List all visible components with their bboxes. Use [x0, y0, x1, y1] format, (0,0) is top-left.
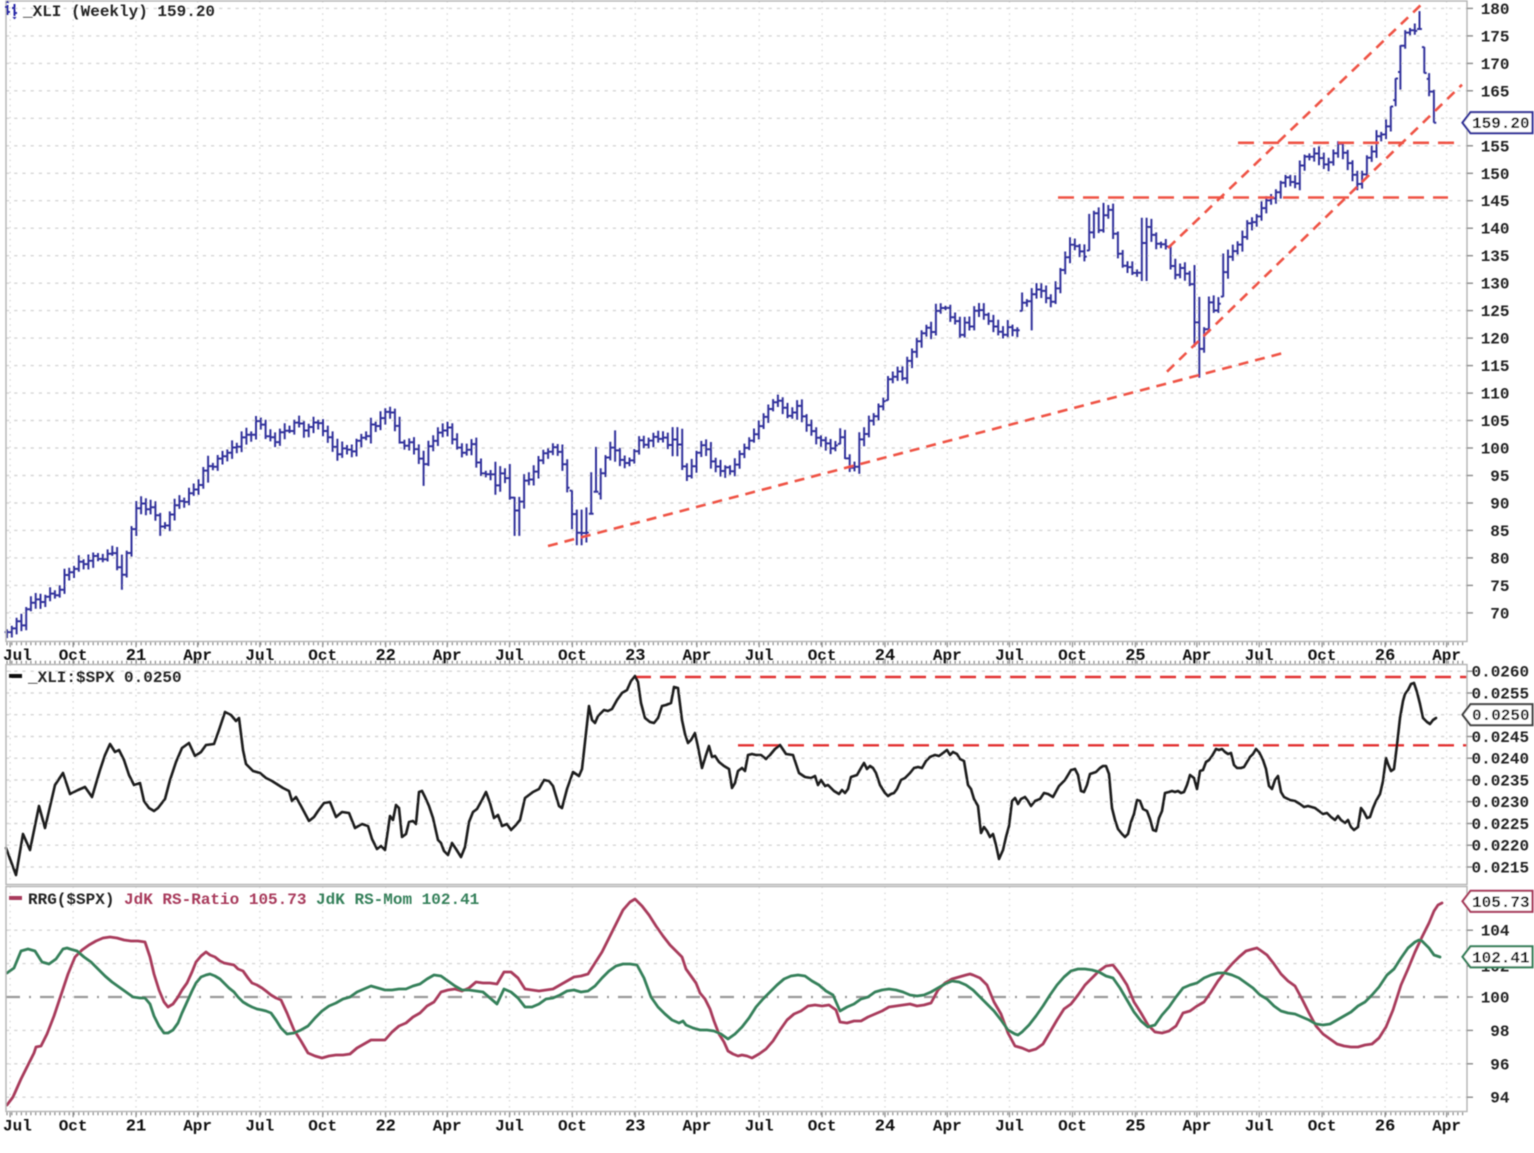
svg-text:Jul: Jul: [245, 647, 274, 665]
svg-text:Oct: Oct: [1308, 1118, 1337, 1136]
svg-text:Apr: Apr: [682, 1118, 711, 1136]
svg-text:22: 22: [375, 647, 395, 666]
svg-text:90: 90: [1490, 496, 1509, 514]
svg-text:Oct: Oct: [308, 647, 337, 665]
svg-text:0.0225: 0.0225: [1472, 816, 1530, 834]
svg-text:25: 25: [1125, 1118, 1145, 1137]
svg-text:Jul: Jul: [245, 1118, 274, 1136]
svg-text:94: 94: [1490, 1090, 1510, 1108]
svg-text:100: 100: [1481, 441, 1510, 459]
svg-text:23: 23: [625, 647, 645, 666]
svg-text:RRG($SPX) JdK RS-Ratio 105.73: RRG($SPX) JdK RS-Ratio 105.73 JdK RS-Mom…: [28, 891, 479, 909]
svg-text:105: 105: [1481, 413, 1510, 431]
svg-text:Apr: Apr: [183, 647, 212, 665]
svg-text:115: 115: [1481, 358, 1510, 376]
svg-text:Oct: Oct: [1058, 647, 1087, 665]
svg-text:25: 25: [1125, 647, 1145, 666]
svg-text:Oct: Oct: [808, 647, 837, 665]
svg-text:Oct: Oct: [558, 1118, 587, 1136]
svg-text:0.0245: 0.0245: [1472, 729, 1530, 747]
svg-text:Oct: Oct: [308, 1118, 337, 1136]
svg-text:Jul: Jul: [3, 647, 32, 665]
svg-text:Jul: Jul: [995, 647, 1024, 665]
svg-text:Jul: Jul: [745, 647, 774, 665]
svg-text:Oct: Oct: [1058, 1118, 1087, 1136]
svg-text:130: 130: [1481, 276, 1510, 294]
svg-text:Oct: Oct: [808, 1118, 837, 1136]
svg-text:Apr: Apr: [933, 1118, 962, 1136]
svg-text:70: 70: [1490, 605, 1509, 623]
svg-text:0.0255: 0.0255: [1472, 686, 1530, 704]
svg-text:159.20: 159.20: [1472, 115, 1530, 133]
svg-text:102.41: 102.41: [1472, 949, 1530, 967]
svg-text:21: 21: [126, 647, 146, 666]
svg-text:Jul: Jul: [1245, 647, 1274, 665]
svg-text:Apr: Apr: [1432, 647, 1461, 665]
svg-text:95: 95: [1490, 468, 1509, 486]
svg-text:Apr: Apr: [433, 647, 462, 665]
svg-text:150: 150: [1481, 166, 1510, 184]
svg-text:_XLI:$SPX 0.0250: _XLI:$SPX 0.0250: [27, 669, 182, 687]
svg-text:0.0260: 0.0260: [1472, 664, 1530, 682]
svg-text:_XLI (Weekly) 159.20: _XLI (Weekly) 159.20: [22, 3, 215, 21]
svg-text:140: 140: [1481, 221, 1510, 239]
svg-text:Jul: Jul: [745, 1118, 774, 1136]
svg-text:Jul: Jul: [495, 647, 524, 665]
svg-text:26: 26: [1375, 1118, 1395, 1137]
svg-text:175: 175: [1481, 28, 1510, 46]
svg-text:21: 21: [126, 1118, 146, 1137]
svg-text:165: 165: [1481, 83, 1510, 101]
svg-text:180: 180: [1481, 1, 1510, 19]
svg-text:135: 135: [1481, 248, 1510, 266]
svg-text:0.0230: 0.0230: [1472, 794, 1530, 812]
svg-text:Apr: Apr: [183, 1118, 212, 1136]
svg-text:Apr: Apr: [682, 647, 711, 665]
svg-text:Oct: Oct: [1308, 647, 1337, 665]
svg-text:Oct: Oct: [59, 1118, 88, 1136]
svg-text:Apr: Apr: [1182, 647, 1211, 665]
svg-text:0.0215: 0.0215: [1472, 860, 1530, 878]
svg-text:Jul: Jul: [495, 1118, 524, 1136]
svg-text:120: 120: [1481, 331, 1510, 349]
svg-text:170: 170: [1481, 56, 1510, 74]
svg-text:110: 110: [1481, 386, 1510, 404]
svg-text:0.0240: 0.0240: [1472, 751, 1530, 769]
svg-text:Jul: Jul: [3, 1118, 32, 1136]
svg-text:Apr: Apr: [1432, 1118, 1461, 1136]
svg-text:24: 24: [875, 647, 895, 666]
svg-text:155: 155: [1481, 138, 1510, 156]
svg-text:145: 145: [1481, 193, 1510, 211]
svg-text:104: 104: [1481, 923, 1510, 941]
svg-text:Oct: Oct: [59, 647, 88, 665]
svg-text:80: 80: [1490, 550, 1509, 568]
svg-text:0.0250: 0.0250: [1472, 707, 1530, 725]
svg-text:Jul: Jul: [995, 1118, 1024, 1136]
svg-text:Oct: Oct: [558, 647, 587, 665]
svg-text:0.0235: 0.0235: [1472, 773, 1530, 791]
svg-text:85: 85: [1490, 523, 1509, 541]
svg-text:75: 75: [1490, 578, 1509, 596]
svg-text:100: 100: [1481, 990, 1510, 1008]
svg-text:96: 96: [1490, 1056, 1509, 1074]
svg-text:Apr: Apr: [1182, 1118, 1211, 1136]
svg-text:Apr: Apr: [933, 647, 962, 665]
svg-text:24: 24: [875, 1118, 895, 1137]
svg-text:23: 23: [625, 1118, 645, 1137]
svg-text:125: 125: [1481, 303, 1510, 321]
svg-text:22: 22: [375, 1118, 395, 1137]
svg-text:98: 98: [1490, 1023, 1509, 1041]
svg-text:Jul: Jul: [1245, 1118, 1274, 1136]
svg-text:26: 26: [1375, 647, 1395, 666]
svg-text:Apr: Apr: [433, 1118, 462, 1136]
svg-text:0.0220: 0.0220: [1472, 838, 1530, 856]
svg-text:105.73: 105.73: [1472, 894, 1530, 912]
